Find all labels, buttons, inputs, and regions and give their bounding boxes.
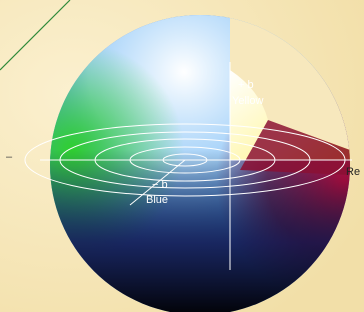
page: + b Yellow − b Blue Re – (() => { const … [0,0,364,312]
label: Yellow [232,95,263,107]
label: Blue [146,194,168,206]
lab-sphere-diagram: + b Yellow − b Blue Re – [0,0,364,312]
label: + b [238,79,254,91]
label: − b [152,179,168,191]
label: Re [346,166,360,178]
label: – [6,151,13,163]
